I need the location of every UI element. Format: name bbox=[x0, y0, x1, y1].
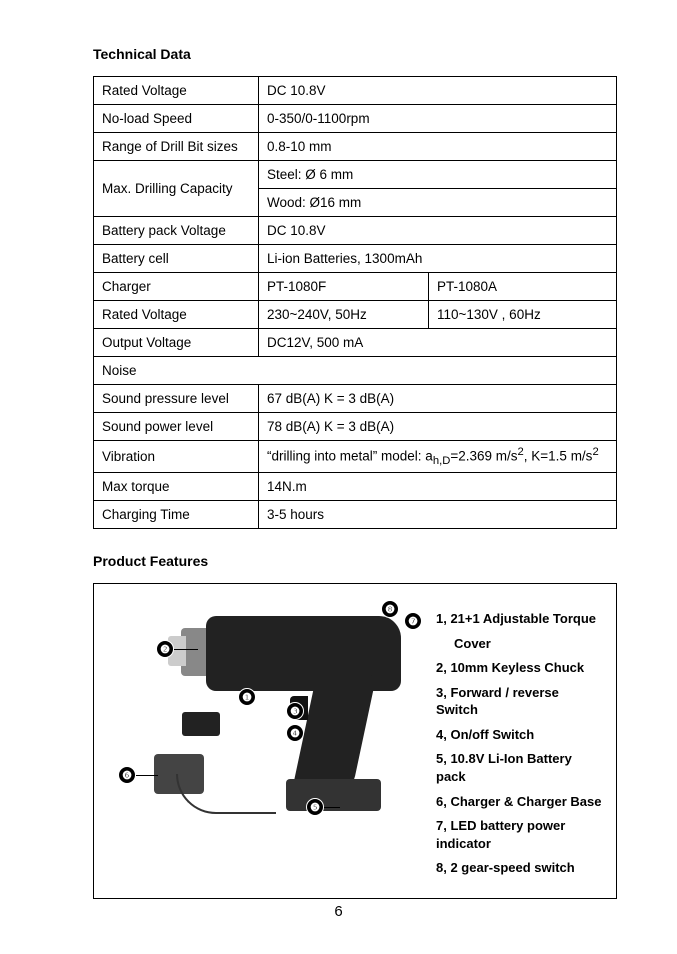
table-row: Battery pack VoltageDC 10.8V bbox=[94, 217, 617, 245]
callout-1: ❶ bbox=[238, 688, 256, 706]
table-row: Rated VoltageDC 10.8V bbox=[94, 77, 617, 105]
cell-value: DC12V, 500 mA bbox=[259, 329, 617, 357]
cell-value: 78 dB(A) K = 3 dB(A) bbox=[259, 413, 617, 441]
table-row: Charging Time3-5 hours bbox=[94, 501, 617, 529]
cell-value: 110~130V , 60Hz bbox=[429, 301, 617, 329]
cell-label: Max. Drilling Capacity bbox=[94, 161, 259, 217]
cell-label: Rated Voltage bbox=[94, 301, 259, 329]
cell-value: DC 10.8V bbox=[259, 217, 617, 245]
cell-value: 0.8-10 mm bbox=[259, 133, 617, 161]
table-row: Battery cellLi-ion Batteries, 1300mAh bbox=[94, 245, 617, 273]
cell-label: Rated Voltage bbox=[94, 77, 259, 105]
cell-value: Wood: Ø16 mm bbox=[259, 189, 617, 217]
callout-8: ❽ bbox=[381, 600, 399, 618]
page-number: 6 bbox=[0, 903, 677, 920]
cell-label: Sound power level bbox=[94, 413, 259, 441]
feature-list: 1, 21+1 Adjustable Torque Cover 2, 10mm … bbox=[436, 594, 604, 884]
feature-item: Cover bbox=[436, 635, 604, 653]
cell-label: Vibration bbox=[94, 441, 259, 473]
technical-data-table: Rated VoltageDC 10.8V No-load Speed0-350… bbox=[93, 76, 617, 529]
cell-label: Battery cell bbox=[94, 245, 259, 273]
callout-4: ❹ bbox=[286, 724, 304, 742]
cell-label: Noise bbox=[94, 357, 617, 385]
cell-value: PT-1080F bbox=[259, 273, 429, 301]
cell-value: 230~240V, 50Hz bbox=[259, 301, 429, 329]
table-row: Noise bbox=[94, 357, 617, 385]
table-row: Range of Drill Bit sizes0.8-10 mm bbox=[94, 133, 617, 161]
table-row: Sound pressure level67 dB(A) K = 3 dB(A) bbox=[94, 385, 617, 413]
feature-item: 4, On/off Switch bbox=[436, 726, 604, 744]
cell-value: “drilling into metal” model: ah,D=2.369 … bbox=[259, 441, 617, 473]
table-row: ChargerPT-1080FPT-1080A bbox=[94, 273, 617, 301]
table-row: Max. Drilling CapacitySteel: Ø 6 mm bbox=[94, 161, 617, 189]
table-row: Vibration“drilling into metal” model: ah… bbox=[94, 441, 617, 473]
feature-item: 5, 10.8V Li-Ion Battery pack bbox=[436, 750, 604, 785]
product-features-heading: Product Features bbox=[93, 553, 617, 569]
callout-6: ❻ bbox=[118, 766, 136, 784]
cell-value: 14N.m bbox=[259, 473, 617, 501]
product-diagram: ❶ ❷ ❸ ❹ ❺ ❻ ❼ ❽ bbox=[106, 594, 436, 884]
cell-value: PT-1080A bbox=[429, 273, 617, 301]
table-row: No-load Speed0-350/0-1100rpm bbox=[94, 105, 617, 133]
cell-label: Charging Time bbox=[94, 501, 259, 529]
feature-item: 3, Forward / reverse Switch bbox=[436, 684, 604, 719]
technical-data-heading: Technical Data bbox=[93, 46, 617, 62]
cell-value: DC 10.8V bbox=[259, 77, 617, 105]
cell-label: No-load Speed bbox=[94, 105, 259, 133]
cell-label: Sound pressure level bbox=[94, 385, 259, 413]
callout-7: ❼ bbox=[404, 612, 422, 630]
cell-label: Output Voltage bbox=[94, 329, 259, 357]
cell-value: 3-5 hours bbox=[259, 501, 617, 529]
table-row: Output VoltageDC12V, 500 mA bbox=[94, 329, 617, 357]
feature-item: 8, 2 gear-speed switch bbox=[436, 859, 604, 877]
feature-item: 6, Charger & Charger Base bbox=[436, 793, 604, 811]
cell-label: Max torque bbox=[94, 473, 259, 501]
cell-value: 67 dB(A) K = 3 dB(A) bbox=[259, 385, 617, 413]
callout-5: ❺ bbox=[306, 798, 324, 816]
feature-item: 1, 21+1 Adjustable Torque bbox=[436, 610, 604, 628]
table-row: Rated Voltage230~240V, 50Hz110~130V , 60… bbox=[94, 301, 617, 329]
feature-item: 7, LED battery power indicator bbox=[436, 817, 604, 852]
table-row: Sound power level78 dB(A) K = 3 dB(A) bbox=[94, 413, 617, 441]
table-row: Max torque14N.m bbox=[94, 473, 617, 501]
cell-label: Battery pack Voltage bbox=[94, 217, 259, 245]
cell-value: Steel: Ø 6 mm bbox=[259, 161, 617, 189]
cell-value: Li-ion Batteries, 1300mAh bbox=[259, 245, 617, 273]
cell-label: Range of Drill Bit sizes bbox=[94, 133, 259, 161]
product-features-box: ❶ ❷ ❸ ❹ ❺ ❻ ❼ ❽ 1, 21+1 Adjustable Torqu… bbox=[93, 583, 617, 899]
feature-item: 2, 10mm Keyless Chuck bbox=[436, 659, 604, 677]
cell-value: 0-350/0-1100rpm bbox=[259, 105, 617, 133]
cell-label: Charger bbox=[94, 273, 259, 301]
